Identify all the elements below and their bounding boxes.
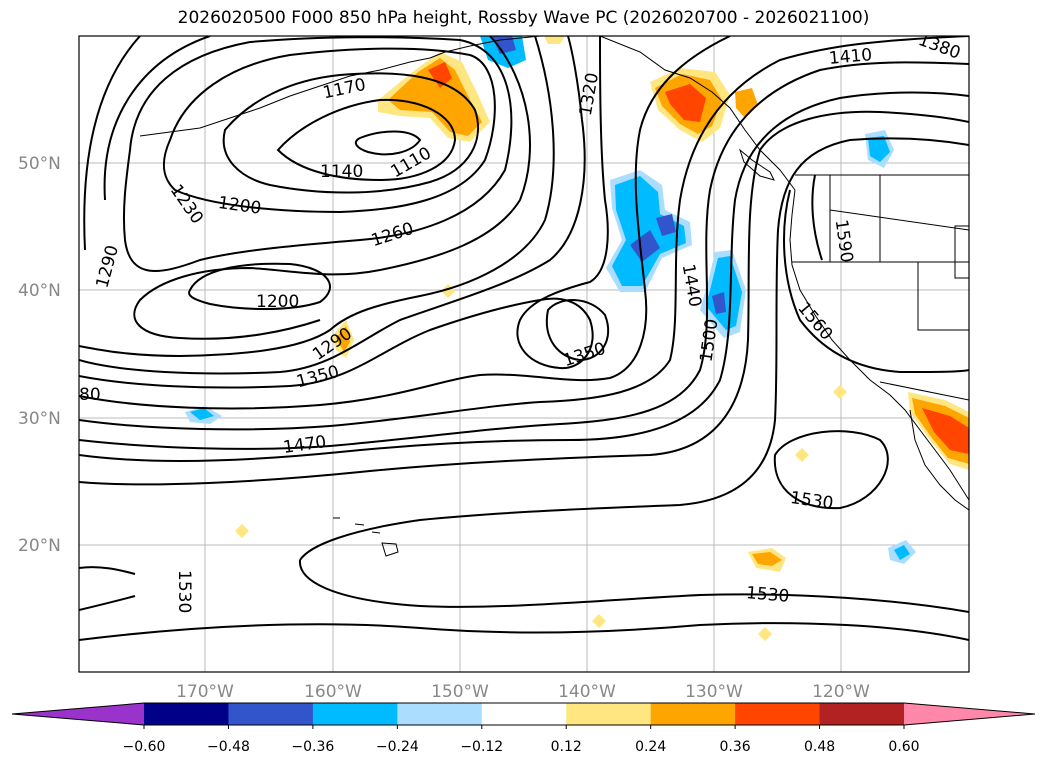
gridlines xyxy=(79,36,969,672)
colorbar-tick-label: 0.24 xyxy=(635,739,666,755)
map-border xyxy=(78,35,970,673)
negative-anomaly-nepac-max2 xyxy=(656,214,676,236)
negative-anomaly-pnw-core xyxy=(868,136,890,162)
colorbar-segment xyxy=(312,703,398,725)
hawaii-2 xyxy=(371,531,381,534)
positive-anomaly-dateline-core xyxy=(336,326,350,352)
contour-1230 xyxy=(122,36,513,272)
contour-1380 xyxy=(79,36,731,410)
contour-label: 1530 xyxy=(174,570,194,613)
positive-anomaly-alaska-max xyxy=(428,62,452,88)
colorbar-tick-label: −0.60 xyxy=(123,739,166,755)
contour-1470 xyxy=(79,91,969,462)
contour-1410 xyxy=(79,36,969,431)
colorbar-extend-low xyxy=(12,703,144,725)
contour-1560 xyxy=(783,189,969,374)
colorbar-segment xyxy=(650,703,736,725)
us-states-5 xyxy=(829,209,969,231)
contour-1530-west xyxy=(79,566,136,611)
negative-anomaly-nepac-max xyxy=(630,230,660,262)
contour-label: 80 xyxy=(79,385,101,405)
positive-anomaly-dot-3 xyxy=(592,614,606,628)
contour-1440 xyxy=(79,61,969,450)
colorbar-tick-label: −0.12 xyxy=(460,739,503,755)
colorbar-segment xyxy=(228,703,314,725)
colorbar-tick-label: −0.36 xyxy=(291,739,334,755)
negative-anomaly-west-core xyxy=(190,408,214,420)
colorbar-segment xyxy=(735,703,821,725)
longitude-labels: 170°W 160°W 150°W 140°W 130°W 120°W xyxy=(176,682,870,702)
colorbar-extend-high xyxy=(904,703,1035,725)
colorbar-segment xyxy=(481,703,567,725)
colorbar-tick-label: 0.36 xyxy=(720,739,751,755)
contour-1140 xyxy=(276,98,457,182)
contour-lower xyxy=(79,622,969,641)
colorbar-tick-label: 0.48 xyxy=(804,739,835,755)
lat-label-30n: 30°N xyxy=(18,409,61,429)
lat-label-40n: 40°N xyxy=(18,281,61,301)
contour-1200-south xyxy=(188,262,331,310)
positive-anomaly-dot-4 xyxy=(758,627,772,641)
lat-label-50n: 50°N xyxy=(18,154,61,174)
contour-1530-loop xyxy=(773,430,889,510)
positive-anomaly-dot-6 xyxy=(795,448,809,462)
alaska-coast xyxy=(429,36,541,59)
lon-label-160w: 160°W xyxy=(304,682,362,702)
aleutian-chain xyxy=(139,57,431,137)
positive-anomaly-bc-max xyxy=(665,84,706,122)
lat-label-20n: 20°N xyxy=(18,536,61,556)
height-contours xyxy=(79,36,969,641)
interior-box xyxy=(954,225,969,279)
contour-1530-south xyxy=(298,559,969,613)
positive-anomaly-top xyxy=(544,36,565,44)
lon-label-140w: 140°W xyxy=(558,682,616,702)
colorbar-tick-label: −0.24 xyxy=(376,739,419,755)
positive-anomaly-alaska-core xyxy=(388,58,482,136)
colorbar-segment xyxy=(819,703,905,725)
colorbar-tick-label: 0.60 xyxy=(888,739,919,755)
contour-1260 xyxy=(103,36,531,340)
negative-anomaly-baja-core xyxy=(894,545,910,560)
negative-anomaly-offshore-max xyxy=(712,292,726,314)
colorbar-segment xyxy=(566,703,652,725)
colorbar-tick-label: 0.12 xyxy=(551,739,582,755)
positive-anomaly-subtropic-core xyxy=(752,552,782,566)
baja-coast xyxy=(909,409,969,511)
contour-label: 1530 xyxy=(745,583,790,607)
vancouver-island xyxy=(738,148,775,181)
colorbar-tick-label: −0.48 xyxy=(207,739,250,755)
positive-anomaly-dot-1 xyxy=(235,524,249,538)
contour-1530-north xyxy=(299,137,969,561)
colorbar-segment xyxy=(397,703,483,725)
hawaii-3 xyxy=(354,523,365,526)
contour-label: 1410 xyxy=(828,45,873,69)
lon-label-130w: 130°W xyxy=(685,682,743,702)
contour-1110 xyxy=(354,130,422,156)
lon-label-170w: 170°W xyxy=(176,682,234,702)
colorbar: −0.60 −0.48 −0.36 −0.24 −0.12 0.12 0.24 0.36 0.4… xyxy=(11,702,1036,755)
colorbar-segment xyxy=(144,703,229,725)
contour-1590 xyxy=(811,174,823,261)
anomaly-shading xyxy=(185,36,969,641)
contour-1200-north xyxy=(162,47,496,214)
contour-1170 xyxy=(222,72,479,194)
map-title: 2026020500 F000 850 hPa height, Rossby W… xyxy=(177,8,870,28)
latitude-labels: 50°N 40°N 30°N 20°N xyxy=(18,154,61,556)
lon-label-120w: 120°W xyxy=(812,682,870,702)
contour-1290 xyxy=(79,36,555,358)
contour-label: 1200 xyxy=(256,292,299,312)
bc-coast xyxy=(599,36,796,191)
lon-label-150w: 150°W xyxy=(431,682,489,702)
contour-1500 xyxy=(79,110,969,486)
contour-1350-loop xyxy=(545,299,610,362)
hawaii-1 xyxy=(381,542,399,557)
us-mexico-border xyxy=(879,381,969,401)
positive-anomaly-california-max xyxy=(922,408,969,454)
positive-anomaly-dot-5 xyxy=(833,385,847,399)
contour-1350-south xyxy=(79,36,609,389)
contour-1320 xyxy=(79,36,586,375)
contour-label: 1140 xyxy=(320,162,363,182)
us-states-3 xyxy=(917,262,969,331)
